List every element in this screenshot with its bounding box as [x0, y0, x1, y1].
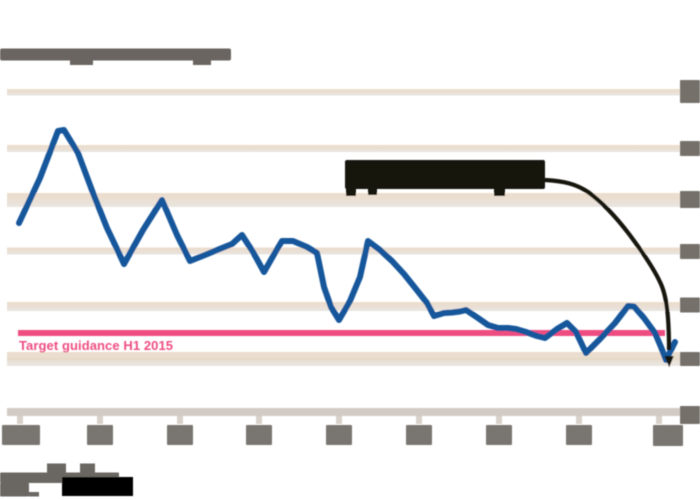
svg-text:Target guidance H1 2015: Target guidance H1 2015: [19, 338, 173, 353]
